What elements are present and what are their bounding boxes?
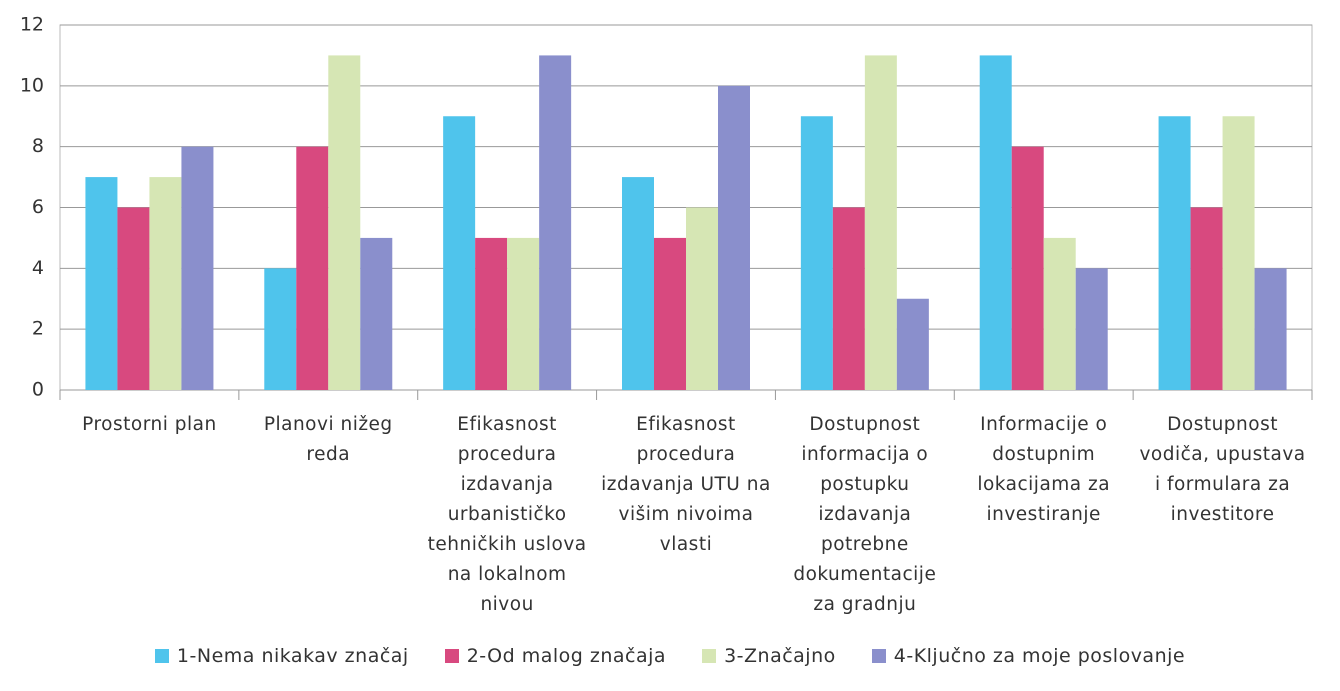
bar: [117, 207, 150, 390]
bar: [539, 55, 572, 391]
bar: [1043, 237, 1076, 390]
bar: [1011, 146, 1044, 390]
legend-swatch: [871, 649, 886, 663]
x-tick-label: Dostupnost vodiča, upustava i formulara …: [1139, 414, 1306, 525]
legend-item: 1-Nema nikakav značaj: [154, 645, 409, 667]
x-tick-label: Planovi nižeg reda: [263, 414, 393, 465]
y-tick-label: 4: [32, 257, 44, 279]
bar: [1075, 268, 1108, 390]
legend-swatch: [444, 649, 459, 663]
x-tick-label: Informacije o dostupnim lokacijama za in…: [977, 414, 1111, 525]
bar: [149, 177, 182, 390]
x-tick-label: Prostorni plan: [82, 414, 217, 435]
bar: [1190, 207, 1223, 390]
legend-label: 2-Od malog značaja: [466, 645, 667, 667]
bar: [718, 85, 750, 390]
legend-label: 4-Ključno za moje poslovanje: [893, 645, 1186, 667]
bar: [896, 298, 929, 390]
bar: [296, 146, 329, 390]
bar: [622, 177, 654, 390]
bar: [264, 268, 297, 390]
bar: [800, 116, 833, 390]
legend-swatch: [154, 649, 169, 663]
y-tick-label: 0: [32, 379, 44, 401]
x-tick-label: Efikasnost procedura izdavanja UTU na vi…: [601, 414, 771, 555]
bar: [360, 237, 393, 390]
x-tick-label: Efikasnost procedura izdavanja urbanisti…: [427, 414, 587, 615]
bar: [1254, 268, 1287, 390]
legend-item: 2-Od malog značaja: [444, 645, 667, 667]
bar: [85, 177, 118, 390]
y-tick-label: 8: [32, 135, 44, 157]
bar: [507, 237, 540, 390]
bar: [1158, 116, 1191, 390]
legend-swatch: [702, 649, 717, 663]
y-tick-label: 6: [32, 196, 44, 218]
bar: [979, 55, 1012, 391]
legend-label: 3-Značajno: [724, 645, 836, 667]
bar: [832, 207, 865, 390]
y-tick-label: 2: [32, 318, 44, 340]
legend-item: 4-Ključno za moje poslovanje: [871, 645, 1186, 667]
legend: 1-Nema nikakav značaj 2-Od malog značaja 3…: [0, 645, 1340, 667]
bar: [1222, 116, 1255, 390]
bar: [181, 146, 214, 390]
x-tick-label: Dostupnost informacija o postupku izdava…: [793, 414, 937, 615]
legend-item: 3-Značajno: [702, 645, 836, 667]
bar: [686, 207, 718, 390]
legend-label: 1-Nema nikakav značaj: [176, 645, 409, 667]
bar: [443, 116, 476, 390]
bar: [864, 55, 897, 391]
bar: [328, 55, 361, 391]
y-tick-label: 10: [20, 74, 44, 96]
y-tick-label: 12: [20, 14, 44, 36]
bar: [475, 237, 508, 390]
bar: [654, 237, 686, 390]
